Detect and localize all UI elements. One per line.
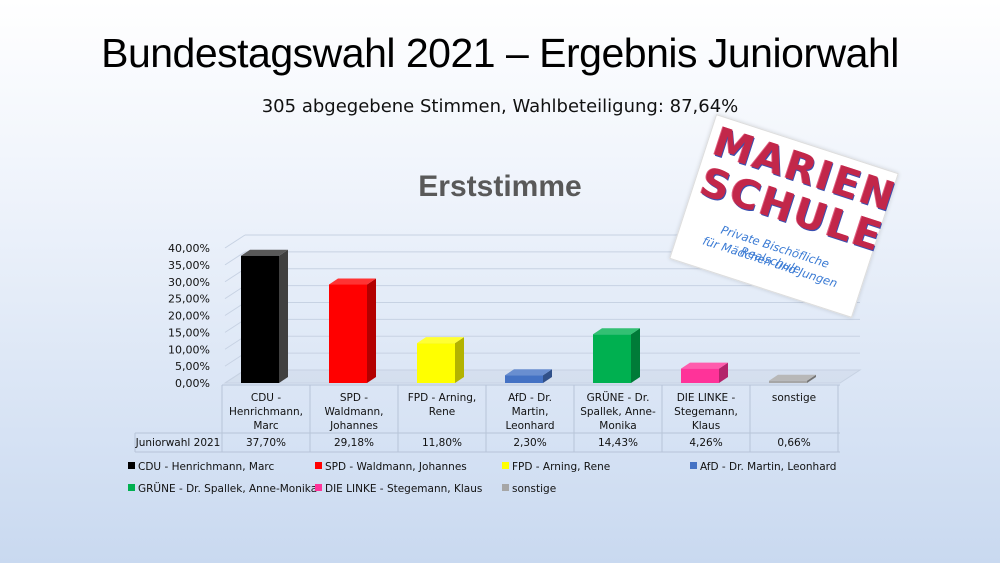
- legend-swatch: [128, 462, 135, 469]
- category-label: Klaus: [692, 420, 720, 432]
- y-tick-label: 0,00%: [175, 377, 210, 390]
- data-label: 37,70%: [246, 437, 286, 449]
- legend-label: DIE LINKE - Stegemann, Klaus: [325, 483, 482, 495]
- data-label: 14,43%: [598, 437, 638, 449]
- y-tick-label: 25,00%: [168, 293, 210, 306]
- bar-top: [241, 249, 288, 256]
- category-label: Spallek, Anne-: [580, 406, 656, 418]
- bar-top: [329, 278, 376, 285]
- data-label: 29,18%: [334, 437, 374, 449]
- legend-label: sonstige: [512, 483, 556, 495]
- data-label: 2,30%: [513, 437, 546, 449]
- category-label: sonstige: [772, 392, 816, 404]
- category-label: Marc: [253, 420, 279, 432]
- legend-label: AfD - Dr. Martin, Leonhard: [700, 461, 836, 473]
- table-row-label: Juniorwahl 2021: [135, 437, 221, 449]
- legend-label: CDU - Henrichmann, Marc: [138, 461, 274, 473]
- bar-0: [241, 255, 279, 383]
- category-label: DIE LINKE -: [677, 392, 736, 404]
- gridline-side: [224, 234, 246, 249]
- chart-title: Erststimme: [418, 170, 581, 203]
- bar-side: [367, 278, 376, 383]
- bar-top: [681, 362, 728, 369]
- bar-5: [681, 368, 719, 383]
- legend-swatch: [690, 462, 697, 469]
- legend-swatch: [502, 462, 509, 469]
- legend-swatch: [128, 484, 135, 491]
- y-tick-label: 5,00%: [175, 360, 210, 373]
- bar-top: [769, 374, 816, 381]
- bar-6: [769, 380, 807, 383]
- category-label: Johannes: [329, 420, 378, 432]
- category-label: GRÜNE - Dr.: [587, 391, 650, 404]
- category-label: Henrichmann,: [229, 406, 303, 418]
- category-label: Leonhard: [505, 420, 554, 432]
- data-label: 4,26%: [689, 437, 722, 449]
- data-label: 11,80%: [422, 437, 462, 449]
- legend-label: GRÜNE - Dr. Spallek, Anne-Monika: [138, 482, 317, 495]
- category-label: Rene: [429, 406, 455, 418]
- y-tick-label: 10,00%: [168, 343, 210, 356]
- category-label: SPD -: [340, 392, 368, 404]
- category-label: Martin,: [512, 406, 549, 418]
- legend-swatch: [315, 462, 322, 469]
- legend-swatch: [502, 484, 509, 491]
- y-tick-label: 20,00%: [168, 310, 210, 323]
- bar-side: [631, 328, 640, 383]
- bar-side: [719, 362, 728, 383]
- category-label: AfD - Dr.: [508, 392, 552, 404]
- bar-top: [417, 337, 464, 344]
- legend-label: SPD - Waldmann, Johannes: [325, 461, 467, 473]
- bar-3: [505, 375, 543, 383]
- bar-side: [279, 249, 288, 383]
- bar-1: [329, 284, 367, 383]
- category-label: Waldmann,: [324, 406, 383, 418]
- bar-2: [417, 343, 455, 383]
- slide-subtitle: 305 abgegebene Stimmen, Wahlbeteiligung:…: [261, 96, 739, 117]
- bar-top: [593, 328, 640, 335]
- bar-side: [807, 374, 816, 383]
- category-label: CDU -: [251, 392, 281, 404]
- category-label: FPD - Arning,: [408, 392, 476, 404]
- category-label: Stegemann,: [674, 406, 738, 418]
- y-tick-label: 35,00%: [168, 259, 210, 272]
- y-tick-label: 30,00%: [168, 276, 210, 289]
- y-tick-label: 40,00%: [168, 242, 210, 255]
- slide-title: Bundestagswahl 2021 – Ergebnis Juniorwah…: [101, 30, 899, 76]
- legend-swatch: [315, 484, 322, 491]
- legend-label: FPD - Arning, Rene: [512, 461, 610, 473]
- bar-top: [505, 369, 552, 376]
- gridline-side: [224, 251, 246, 266]
- bar-4: [593, 334, 631, 383]
- bar-side: [455, 337, 464, 383]
- y-tick-label: 15,00%: [168, 326, 210, 339]
- category-label: Monika: [599, 420, 636, 432]
- data-label: 0,66%: [777, 437, 810, 449]
- bar-side: [543, 369, 552, 383]
